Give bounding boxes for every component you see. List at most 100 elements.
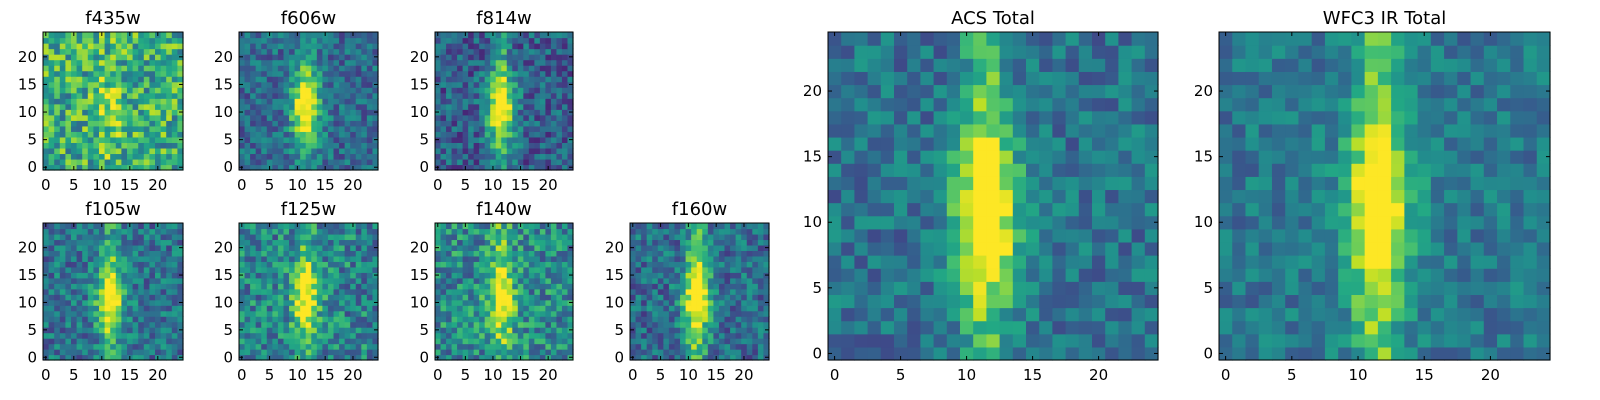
heatmap-cell: [828, 320, 842, 335]
heatmap-cell: [685, 288, 692, 295]
heatmap-cell: [104, 109, 111, 116]
heatmap-cell: [1065, 189, 1080, 204]
heatmap-cell: [752, 239, 759, 246]
heatmap-cell: [724, 343, 731, 350]
heatmap-cell: [99, 255, 106, 262]
heatmap-cell: [451, 343, 458, 350]
heatmap-cell: [741, 233, 748, 241]
heatmap-cell: [54, 158, 61, 166]
heatmap-cell: [99, 327, 106, 334]
heatmap-cell: [311, 98, 318, 105]
heatmap-cell: [261, 109, 268, 116]
heatmap-cell: [1092, 307, 1106, 322]
heatmap-cell: [54, 288, 61, 295]
heatmap-cell: [171, 98, 178, 105]
heatmap-cell: [327, 327, 335, 334]
heatmap-cell: [166, 103, 173, 110]
heatmap-cell: [305, 233, 312, 241]
heatmap-cell: [283, 316, 290, 323]
heatmap-cell: [322, 131, 329, 138]
heatmap-cell: [65, 223, 72, 230]
x-tick-label: 15: [707, 366, 726, 384]
x-tick-label: 20: [343, 366, 362, 384]
heatmap-cell: [300, 327, 307, 334]
heatmap-cell: [272, 125, 279, 132]
heatmap-cell: [484, 244, 491, 251]
heatmap-cell: [517, 158, 524, 166]
heatmap-cell: [48, 277, 55, 284]
heatmap-cell: [457, 332, 464, 339]
heatmap-cell: [539, 103, 546, 110]
heatmap-cell: [435, 98, 442, 105]
heatmap-cell: [986, 294, 1001, 309]
heatmap-cell: [550, 332, 558, 339]
heatmap-cell: [517, 76, 524, 83]
heatmap-cell: [71, 136, 78, 143]
heatmap-cell: [250, 349, 257, 356]
heatmap-cell: [166, 125, 173, 132]
heatmap-cell: [473, 136, 480, 143]
heatmap-cell: [138, 136, 145, 143]
heatmap-cell: [468, 164, 475, 171]
heatmap-cell: [171, 239, 178, 246]
heatmap-cell: [71, 244, 78, 251]
heatmap-cell: [283, 65, 290, 72]
heatmap-cell: [138, 261, 145, 268]
heatmap-cell: [149, 343, 156, 350]
heatmap-cell: [65, 59, 72, 66]
heatmap-cell: [641, 223, 648, 230]
heatmap-cell: [166, 76, 173, 83]
heatmap-cell: [473, 98, 480, 105]
heatmap-cell: [115, 261, 122, 268]
heatmap-cell: [127, 147, 134, 155]
heatmap-cell: [289, 158, 296, 166]
heatmap-cell: [757, 228, 765, 235]
heatmap-cell: [244, 338, 251, 345]
heatmap-cell: [311, 338, 318, 345]
heatmap-cell: [261, 32, 268, 39]
heatmap-cell: [539, 136, 546, 143]
heatmap-cell: [339, 239, 346, 246]
heatmap-cell: [999, 150, 1014, 164]
heatmap-cell: [440, 294, 447, 301]
heatmap-cell: [1131, 228, 1146, 243]
heatmap-cell: [322, 266, 329, 273]
heatmap-cell: [545, 244, 552, 251]
heatmap-cell: [652, 354, 659, 361]
heatmap-cell: [495, 223, 502, 230]
heatmap-cell: [48, 250, 55, 257]
heatmap-cell: [894, 176, 908, 191]
heatmap-cell: [160, 81, 167, 88]
heatmap-cell: [266, 98, 273, 105]
heatmap-cell: [490, 250, 497, 257]
heatmap-cell: [316, 266, 323, 273]
heatmap-cell: [99, 142, 106, 149]
heatmap-cell: [322, 120, 329, 127]
heatmap-cell: [567, 65, 574, 72]
heatmap-cell: [828, 268, 842, 282]
heatmap-cell: [567, 316, 574, 323]
heatmap-cell: [138, 37, 145, 44]
heatmap-cell: [451, 70, 458, 77]
heatmap-cell: [87, 131, 94, 138]
heatmap-cell: [1118, 255, 1133, 269]
heatmap-cell: [277, 164, 285, 171]
heatmap-cell: [763, 283, 770, 290]
heatmap-cell: [127, 233, 134, 241]
heatmap-cell: [255, 81, 262, 88]
heatmap-cell: [65, 37, 72, 44]
heatmap-cell: [48, 332, 55, 339]
heatmap-cell: [65, 87, 72, 94]
heatmap-cell: [986, 281, 1001, 295]
heatmap-cell: [322, 272, 329, 279]
heatmap-cell: [48, 59, 55, 66]
heatmap-cell: [272, 354, 279, 361]
heatmap-cell: [87, 109, 94, 116]
heatmap-cell: [556, 283, 563, 290]
heatmap-cell: [490, 153, 497, 160]
heatmap-cell: [255, 103, 262, 110]
heatmap-cell: [160, 54, 167, 61]
heatmap-cell: [446, 266, 453, 273]
heatmap-cell: [322, 147, 329, 155]
heatmap-cell: [528, 272, 535, 279]
